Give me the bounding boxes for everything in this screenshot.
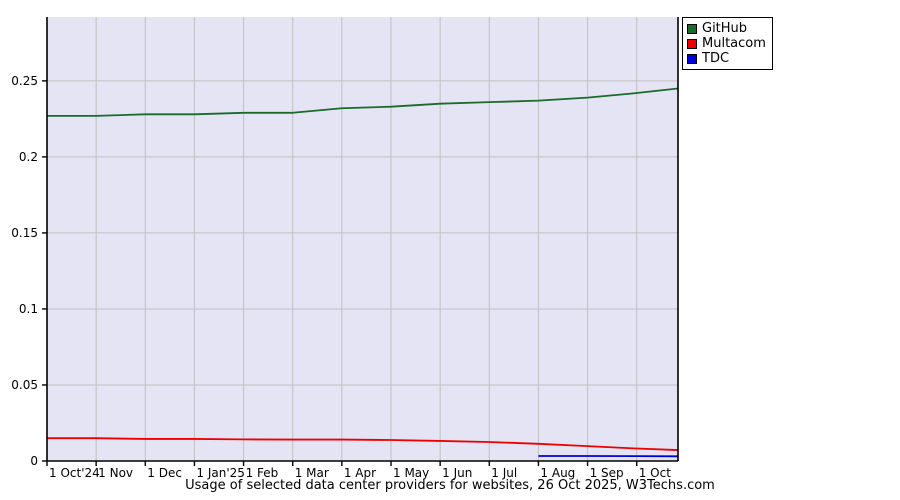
y-tick-label: 0.25 [11, 74, 38, 88]
x-tick-label: 1 Mar [295, 466, 329, 480]
legend-item-github[interactable]: GitHub [687, 21, 766, 36]
x-tick-label: 1 Jan'25 [196, 466, 245, 480]
legend-swatch-multacom [687, 38, 697, 49]
y-tick-label: 0.2 [19, 150, 38, 164]
legend-swatch-github [687, 23, 697, 34]
gridlines-group [47, 17, 678, 461]
x-tick-label: 1 Dec [147, 466, 182, 480]
x-tick-label: 1 May [393, 466, 429, 480]
x-tick-label: 1 Jun [442, 466, 472, 480]
y-tick-label: 0.15 [11, 226, 38, 240]
x-tick-label: 1 Apr [344, 466, 376, 480]
y-tick-label: 0.05 [11, 378, 38, 392]
y-tick-label: 0 [30, 454, 38, 468]
data-series-group [47, 87, 679, 458]
series-line-multacom [47, 437, 679, 451]
x-tick-label: 1 Jul [491, 466, 517, 480]
y-axis-ticks-group: 0 0.05 0.1 0.15 0.2 0.25 [11, 74, 47, 468]
x-tick-label: 1 Oct [639, 466, 671, 480]
legend-item-multacom[interactable]: Multacom [687, 36, 766, 51]
x-axis-ticks-group: 1 Oct'241 Nov 1 Dec 1 Jan'25 1 Feb 1 Mar 1 Ap… [46, 461, 671, 480]
chart-legend: GitHub Multacom TDC [682, 17, 773, 70]
axis-lines-group [46, 17, 679, 462]
chart-caption: Usage of selected data center providers … [185, 478, 715, 493]
series-line-github [47, 87, 679, 117]
x-tick-label: 1 Nov [98, 466, 133, 480]
legend-label-github: GitHub [702, 21, 748, 36]
x-tick-label: 1 Sep [590, 466, 624, 480]
plot-background-group [47, 17, 678, 461]
legend-label-multacom: Multacom [702, 36, 766, 51]
legend-swatch-tdc [687, 53, 697, 64]
x-tick-label: 1 Aug [540, 466, 575, 480]
y-tick-label: 0.1 [19, 302, 38, 316]
legend-label-tdc: TDC [702, 51, 730, 66]
x-tick-label: 1 Oct'24 [49, 466, 100, 480]
x-tick-label: 1 Feb [246, 466, 279, 480]
legend-item-tdc[interactable]: TDC [687, 51, 766, 66]
plot-background [47, 17, 678, 461]
